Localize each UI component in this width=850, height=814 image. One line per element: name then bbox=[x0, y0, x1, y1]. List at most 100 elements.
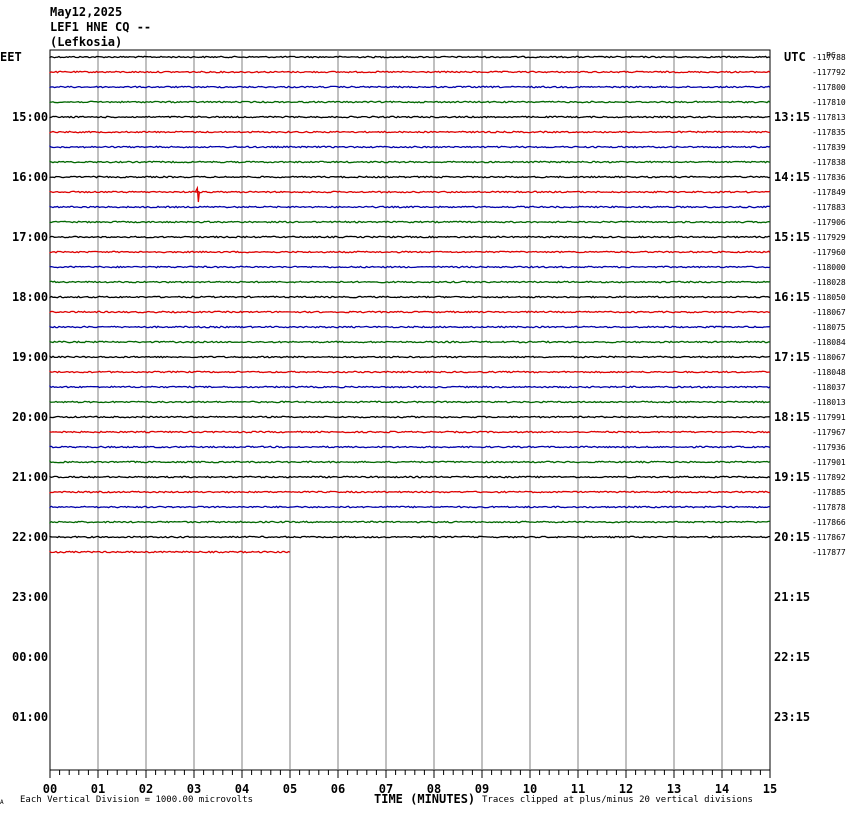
seismic-trace-3 bbox=[49, 85, 771, 89]
trace-offset-label: -117867 bbox=[812, 533, 846, 542]
trace-offset-label: -117991 bbox=[812, 413, 846, 422]
right-hour-label: 22:15 bbox=[774, 650, 810, 664]
scale-note: Each Vertical Division = 1000.00 microvo… bbox=[20, 795, 253, 805]
left-timezone-label: EET bbox=[0, 50, 22, 64]
seismic-trace-34 bbox=[49, 550, 291, 554]
trace-offset-label: -117813 bbox=[812, 113, 846, 122]
right-hour-label: 18:15 bbox=[774, 410, 810, 424]
seismic-trace-17 bbox=[49, 295, 771, 299]
x-tick-label-06: 06 bbox=[331, 782, 345, 796]
seismic-trace-23 bbox=[49, 385, 771, 389]
x-tick-label-12: 12 bbox=[619, 782, 633, 796]
right-hour-label: 20:15 bbox=[774, 530, 810, 544]
x-tick-label-00: 00 bbox=[43, 782, 57, 796]
trace-offset-label: -117792 bbox=[812, 68, 846, 77]
left-hour-label: 20:00 bbox=[12, 410, 48, 424]
seismic-trace-31 bbox=[49, 505, 771, 509]
seismic-trace-4 bbox=[49, 100, 771, 104]
left-hour-label: 15:00 bbox=[12, 110, 48, 124]
x-tick-label-15: 15 bbox=[763, 782, 777, 796]
trace-offset-label: -117878 bbox=[812, 503, 846, 512]
x-tick-label-08: 08 bbox=[427, 782, 441, 796]
seismic-trace-10 bbox=[49, 190, 771, 194]
left-hour-label: 19:00 bbox=[12, 350, 48, 364]
trace-offset-label: -117800 bbox=[812, 83, 846, 92]
station-id: LEF1 HNE CQ -- bbox=[50, 20, 152, 34]
seismic-trace-27 bbox=[49, 445, 771, 449]
x-tick-label-04: 04 bbox=[235, 782, 249, 796]
seismic-trace-8 bbox=[49, 160, 771, 164]
seismic-trace-33 bbox=[49, 535, 771, 539]
plot-frame bbox=[49, 49, 771, 771]
plot-date: May12,2025 bbox=[50, 5, 123, 19]
trace-offset-label: -117849 bbox=[812, 188, 846, 197]
seismic-trace-14 bbox=[49, 250, 771, 254]
left-hour-label: 23:00 bbox=[12, 590, 48, 604]
trace-offset-label: -117877 bbox=[812, 548, 846, 557]
x-tick-label-02: 02 bbox=[139, 782, 153, 796]
seismic-trace-26 bbox=[49, 430, 771, 434]
trace-offset-label: -118084 bbox=[812, 338, 846, 347]
seismic-trace-7 bbox=[49, 145, 771, 149]
trace-offset-label: -117835 bbox=[812, 128, 846, 137]
station-location: (Lefkosia) bbox=[50, 35, 123, 49]
left-hour-label: 21:00 bbox=[12, 470, 48, 484]
trace-offset-label: -117836 bbox=[812, 173, 846, 182]
trace-offset-label: -117866 bbox=[812, 518, 846, 527]
left-hour-label: 01:00 bbox=[12, 710, 48, 724]
seismic-trace-12 bbox=[49, 220, 771, 224]
seismic-trace-21 bbox=[49, 355, 771, 359]
clip-note: Traces clipped at plus/minus 20 vertical… bbox=[482, 795, 753, 805]
seismic-trace-16 bbox=[49, 280, 771, 284]
right-hour-label: 19:15 bbox=[774, 470, 810, 484]
seismic-trace-20 bbox=[49, 340, 771, 344]
x-tick-label-10: 10 bbox=[523, 782, 537, 796]
trace-offset-label: -117960 bbox=[812, 248, 846, 257]
trace-offset-label: -117901 bbox=[812, 458, 846, 467]
x-tick-label-01: 01 bbox=[91, 782, 105, 796]
seismic-trace-19 bbox=[49, 325, 771, 329]
trace-offset-label: -118028 bbox=[812, 278, 846, 287]
right-hour-label: 13:15 bbox=[774, 110, 810, 124]
seismic-trace-1 bbox=[49, 55, 771, 59]
trace-offset-label: -117929 bbox=[812, 233, 846, 242]
trace-offset-label: -118067 bbox=[812, 308, 846, 317]
right-hour-label: 16:15 bbox=[774, 290, 810, 304]
trace-offset-label: -118067 bbox=[812, 353, 846, 362]
seismic-trace-5 bbox=[49, 115, 771, 119]
trace-offset-label: -117839 bbox=[812, 143, 846, 152]
left-hour-label: 16:00 bbox=[12, 170, 48, 184]
left-hour-label: 18:00 bbox=[12, 290, 48, 304]
x-tick-label-14: 14 bbox=[715, 782, 729, 796]
seismic-trace-2 bbox=[49, 70, 771, 74]
trace-offset-label: -118000 bbox=[812, 263, 846, 272]
trace-offset-label: -118050 bbox=[812, 293, 846, 302]
trace-offset-label: -117892 bbox=[812, 473, 846, 482]
left-hour-label: 00:00 bbox=[12, 650, 48, 664]
seismic-trace-6 bbox=[49, 130, 771, 134]
trace-offset-label: -117883 bbox=[812, 203, 846, 212]
x-axis-label: TIME (MINUTES) bbox=[374, 792, 476, 806]
corner-label: PC bbox=[826, 51, 836, 60]
right-timezone-label: UTC bbox=[784, 50, 806, 64]
trace-offset-label: -118037 bbox=[812, 383, 846, 392]
seismic-trace-25 bbox=[49, 415, 771, 419]
trace-offset-label: -117936 bbox=[812, 443, 846, 452]
right-hour-label: 21:15 bbox=[774, 590, 810, 604]
seismic-trace-15 bbox=[49, 265, 771, 269]
trace-offset-label: -118075 bbox=[812, 323, 846, 332]
corner-mark: A bbox=[0, 799, 4, 806]
seismic-trace-32 bbox=[49, 520, 771, 524]
trace-offset-label: -118013 bbox=[812, 398, 846, 407]
seismic-trace-9 bbox=[49, 175, 771, 179]
trace-offset-label: -117906 bbox=[812, 218, 846, 227]
trace-offset-label: -118048 bbox=[812, 368, 846, 377]
trace-offset-label: -117885 bbox=[812, 488, 846, 497]
left-hour-label: 22:00 bbox=[12, 530, 48, 544]
x-tick-label-05: 05 bbox=[283, 782, 297, 796]
seismic-trace-13 bbox=[49, 235, 771, 239]
seismic-trace-28 bbox=[49, 460, 771, 464]
seismic-trace-24 bbox=[49, 400, 771, 404]
right-hour-label: 23:15 bbox=[774, 710, 810, 724]
